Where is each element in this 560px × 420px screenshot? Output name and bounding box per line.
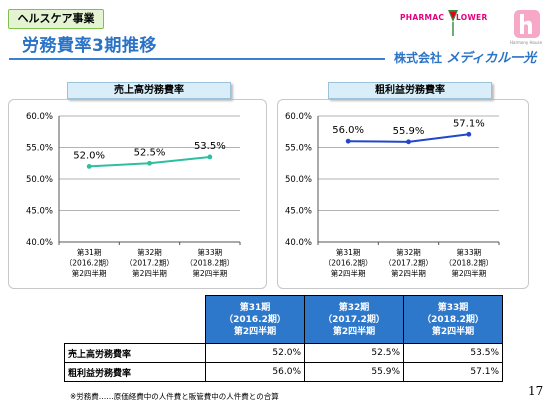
y-tick-label: 55.0% (285, 144, 312, 154)
y-tick-label: 55.0% (26, 144, 53, 154)
table-cell: 52.0% (205, 343, 305, 363)
company-brand: メディカル一光 (446, 51, 537, 66)
table-corner (64, 295, 206, 344)
header-line: 第2四半期 (431, 326, 475, 337)
data-point (86, 164, 92, 169)
x-tick-label: 第32期 (396, 247, 421, 257)
chart-right-frame (277, 99, 529, 289)
header-line: （2018.2期） (422, 314, 484, 325)
x-tick-label: 第2四半期 (451, 268, 486, 278)
title-underline (9, 58, 385, 60)
x-tick-label: 第31期 (336, 247, 361, 257)
header-line: 第31期 (239, 302, 271, 313)
section-tag: ヘルスケア事業 (8, 9, 104, 29)
x-tick-label: （2017.2期） (125, 259, 174, 268)
logo-subtext: Harmony House (510, 40, 543, 45)
y-tick-label: 40.0% (26, 238, 53, 248)
header-line: 第32期 (338, 302, 370, 313)
y-tick-label: 45.0% (285, 207, 312, 217)
gross-profit-labor-cost-ratio-chart: 40.0%45.0%50.0%55.0%60.0%第31期（2016.2期）第2… (285, 112, 500, 278)
table-cell: 53.5% (403, 343, 503, 363)
company-prefix: 株式会社 (394, 51, 443, 65)
row-label: 売上高労務費率 (64, 343, 206, 363)
data-label: 57.1% (453, 118, 485, 129)
page-title: 労務費率3期推移 (22, 36, 157, 56)
data-point (466, 131, 472, 137)
footnote: ※労務費……原価経費中の人件費と販管費中の人件費との合算 (70, 392, 279, 401)
data-point (406, 139, 411, 145)
logo-text-left: PHARMAC (400, 13, 445, 22)
data-point (207, 154, 213, 160)
harmony-house-logo-icon (514, 10, 540, 38)
x-tick-label: （2018.2期） (444, 259, 493, 268)
table-header-row: 第31期 （2016.2期） 第2四半期 第32期 （2017.2期） 第2四半… (64, 295, 503, 344)
data-point (345, 138, 351, 144)
data-label: 56.0% (332, 125, 364, 136)
y-tick-label: 50.0% (26, 175, 53, 185)
page-number: 17 (528, 384, 544, 398)
charts-canvas: 40.0%45.0%50.0%55.0%60.0%第31期（2016.2期）第2… (26, 112, 500, 278)
y-tick-label: 60.0% (285, 112, 312, 122)
table-cell: 55.9% (304, 362, 404, 382)
data-label: 53.5% (194, 141, 226, 152)
x-tick-label: 第2四半期 (132, 268, 167, 278)
x-tick-label: 第2四半期 (331, 268, 366, 278)
y-tick-label: 60.0% (26, 112, 53, 122)
table-cell: 57.1% (403, 362, 503, 382)
chart-right-title: 粗利益労務費率 (328, 82, 492, 99)
row-label: 粗利益労務費率 (64, 362, 206, 382)
x-tick-label: （2017.2期） (384, 259, 433, 268)
x-tick-label: 第32期 (137, 247, 162, 257)
x-tick-label: 第2四半期 (192, 268, 227, 278)
data-label: 52.0% (73, 150, 105, 161)
table-cell: 56.0% (205, 362, 305, 382)
x-tick-label: 第2四半期 (72, 268, 107, 278)
x-tick-label: 第31期 (77, 247, 102, 257)
x-tick-label: 第33期 (457, 247, 482, 257)
y-tick-label: 50.0% (285, 175, 312, 185)
flower-logo-icon (448, 10, 458, 36)
data-table: 第31期 （2016.2期） 第2四半期 第32期 （2017.2期） 第2四半… (64, 295, 503, 382)
header-line: （2017.2期） (323, 314, 385, 325)
chart-left-title: 売上高労務費率 (67, 82, 231, 99)
table-row: 売上高労務費率 52.0% 52.5% 53.5% (64, 343, 503, 363)
table-cell: 52.5% (304, 343, 404, 363)
x-tick-label: （2018.2期） (185, 259, 234, 268)
table-row: 粗利益労務費率 56.0% 55.9% 57.1% (64, 362, 503, 382)
x-tick-label: （2016.2期） (324, 259, 373, 268)
header-line: （2016.2期） (224, 314, 286, 325)
data-label: 52.5% (134, 147, 166, 158)
header-line: 第2四半期 (332, 326, 376, 337)
y-tick-label: 40.0% (285, 238, 312, 248)
company-name: 株式会社 メディカル一光 (394, 47, 536, 66)
header-line: 第33期 (437, 302, 469, 313)
y-tick-label: 45.0% (26, 207, 53, 217)
x-tick-label: 第33期 (198, 247, 223, 257)
header-line: 第2四半期 (233, 326, 277, 337)
table-header-period: 第31期 （2016.2期） 第2四半期 (205, 295, 305, 344)
chart-left-frame (8, 99, 267, 289)
x-tick-label: 第2四半期 (391, 268, 426, 278)
table-header-period: 第33期 （2018.2期） 第2四半期 (403, 295, 503, 344)
data-label: 55.9% (393, 126, 425, 137)
logo-text-right: LOWER (456, 13, 488, 22)
table-header-period: 第32期 （2017.2期） 第2四半期 (304, 295, 404, 344)
data-point (147, 160, 152, 166)
sales-labor-cost-ratio-chart: 40.0%45.0%50.0%55.0%60.0%第31期（2016.2期）第2… (26, 112, 241, 278)
x-tick-label: （2016.2期） (65, 259, 114, 268)
